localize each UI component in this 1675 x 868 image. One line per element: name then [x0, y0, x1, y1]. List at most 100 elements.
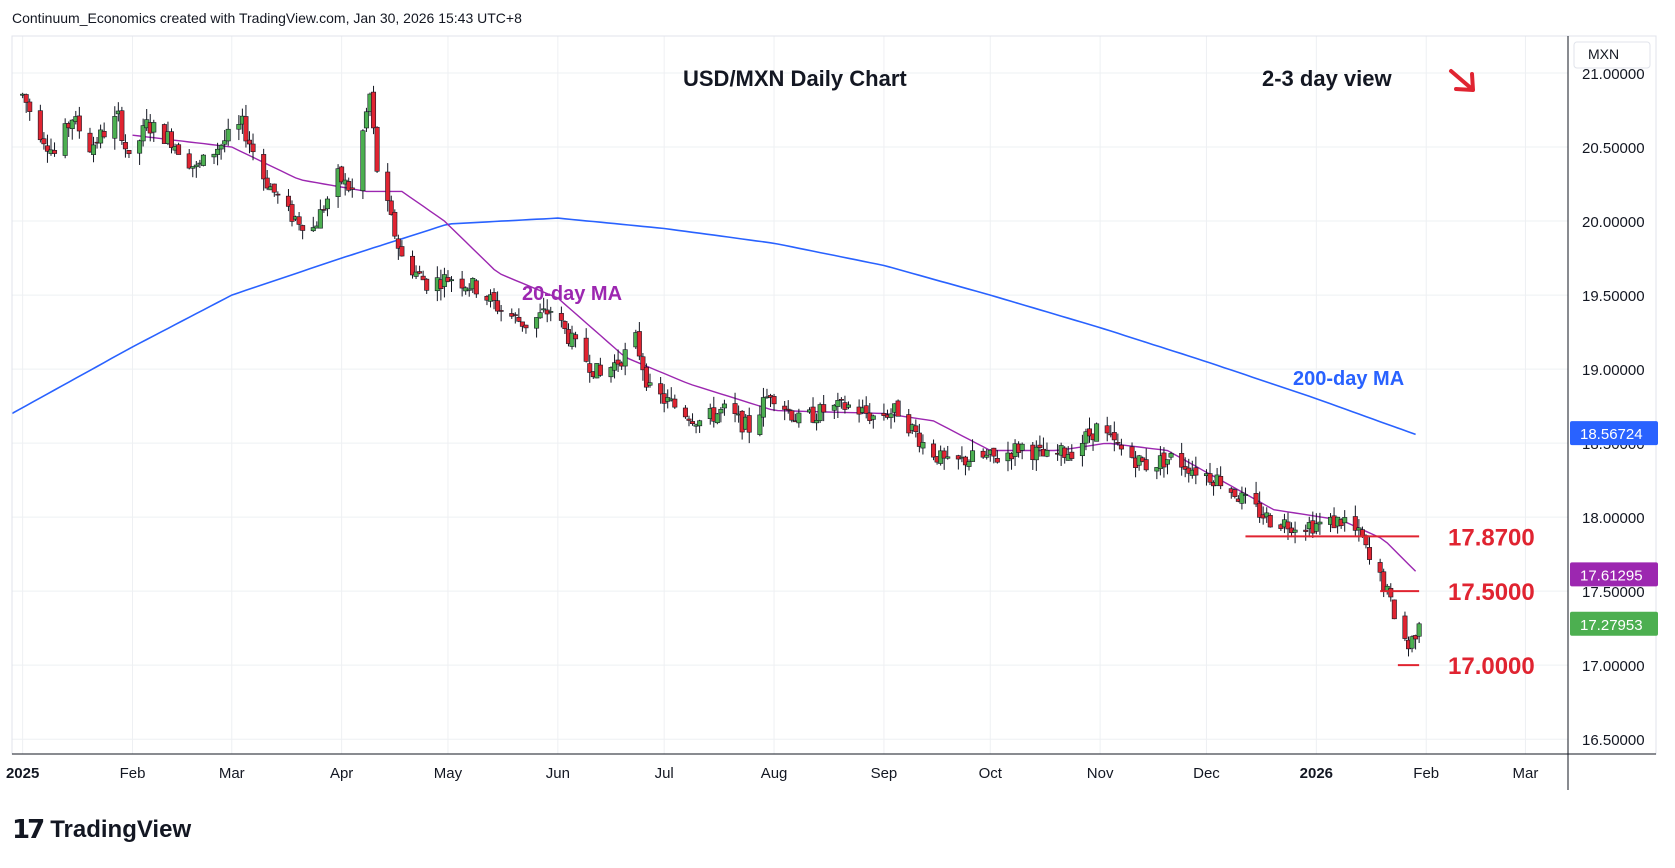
candle-body	[966, 461, 972, 467]
candle-body	[236, 124, 242, 130]
candle-body	[1303, 529, 1309, 532]
candle-body	[558, 313, 564, 321]
candle	[335, 164, 341, 208]
candle-body	[1264, 512, 1270, 518]
candle	[374, 126, 380, 173]
candle	[1207, 462, 1213, 486]
candle	[37, 104, 43, 143]
candle	[814, 413, 820, 431]
candle	[1413, 634, 1419, 650]
candle-body	[587, 363, 593, 373]
x-tick-label: Feb	[120, 765, 146, 782]
candle	[1104, 416, 1110, 442]
candle	[888, 408, 894, 429]
candle	[1111, 421, 1117, 452]
candle	[392, 209, 398, 240]
candle-body	[300, 225, 306, 231]
candle-body	[1083, 431, 1089, 444]
level-label: 17.0000	[1448, 653, 1535, 680]
candle	[640, 353, 646, 381]
candle-body	[62, 123, 68, 156]
axes: 16.5000017.0000017.5000018.0000018.50000…	[6, 66, 1645, 782]
arrow-down-right-icon	[1449, 69, 1475, 92]
candle-body	[835, 400, 841, 407]
candle	[945, 445, 951, 460]
candle	[697, 419, 703, 433]
candle-body	[399, 246, 405, 257]
candle	[1143, 448, 1149, 472]
candle	[112, 106, 118, 150]
candle-body	[222, 140, 228, 145]
candle	[1164, 459, 1170, 475]
candle	[324, 196, 330, 217]
candle	[122, 134, 128, 158]
grid-lines	[12, 36, 1568, 754]
y-tick-label: 17.50000	[1582, 584, 1645, 601]
currency-box	[1573, 41, 1651, 69]
candle	[1253, 481, 1259, 508]
candle-body	[537, 312, 543, 319]
candle	[69, 119, 75, 140]
candle-body	[548, 311, 554, 313]
candle-body	[310, 227, 316, 232]
candle	[587, 354, 593, 383]
candle	[339, 165, 345, 185]
candle-body	[186, 153, 192, 169]
candle-body	[151, 122, 157, 133]
candle	[1087, 417, 1093, 443]
candle	[519, 321, 525, 332]
candle	[962, 455, 968, 476]
candle	[913, 419, 919, 438]
candle	[1356, 519, 1362, 542]
candle-body	[23, 94, 29, 103]
candle	[583, 328, 589, 363]
candle	[615, 349, 621, 373]
candle-body	[140, 125, 146, 142]
candle	[1232, 488, 1238, 499]
candle	[385, 163, 391, 212]
candle	[1168, 451, 1174, 461]
x-tick-label: Dec	[1193, 765, 1220, 782]
candle-body	[1044, 450, 1050, 457]
candle-body	[491, 292, 497, 301]
candle	[91, 136, 97, 163]
candle-body	[569, 332, 575, 347]
candle	[1079, 434, 1085, 467]
candle	[250, 133, 256, 161]
chart-title: USD/MXN Daily Chart	[683, 66, 907, 91]
candle	[1044, 442, 1050, 458]
candle-body	[941, 450, 947, 459]
candle-body	[789, 410, 795, 421]
candle	[548, 306, 554, 322]
candle-body	[970, 450, 976, 462]
candle	[682, 405, 688, 419]
candle	[1118, 438, 1124, 456]
candle	[1179, 442, 1185, 476]
candle-body	[1062, 447, 1068, 458]
candle-body	[785, 408, 791, 411]
candle	[714, 413, 720, 425]
candle-body	[215, 148, 221, 155]
candle-body	[1409, 636, 1415, 649]
candle-body	[1087, 428, 1093, 437]
candle-body	[870, 415, 876, 420]
candle	[119, 106, 125, 145]
candle-body	[335, 168, 341, 197]
candle-body	[690, 421, 696, 424]
x-tick-label: Jul	[655, 765, 674, 782]
candle	[994, 450, 1000, 464]
candle	[516, 308, 522, 323]
candle	[236, 115, 242, 141]
candle-body	[1402, 615, 1408, 639]
candle	[76, 106, 82, 139]
candle-body	[1193, 467, 1199, 476]
candle	[512, 312, 518, 324]
candle-body	[757, 414, 763, 435]
candle	[845, 401, 851, 410]
tradingview-logo[interactable]: 17 TradingView	[12, 815, 191, 845]
candle-body	[732, 403, 738, 414]
candle	[218, 143, 224, 160]
candle-body	[193, 164, 199, 168]
candle-body	[612, 362, 618, 371]
